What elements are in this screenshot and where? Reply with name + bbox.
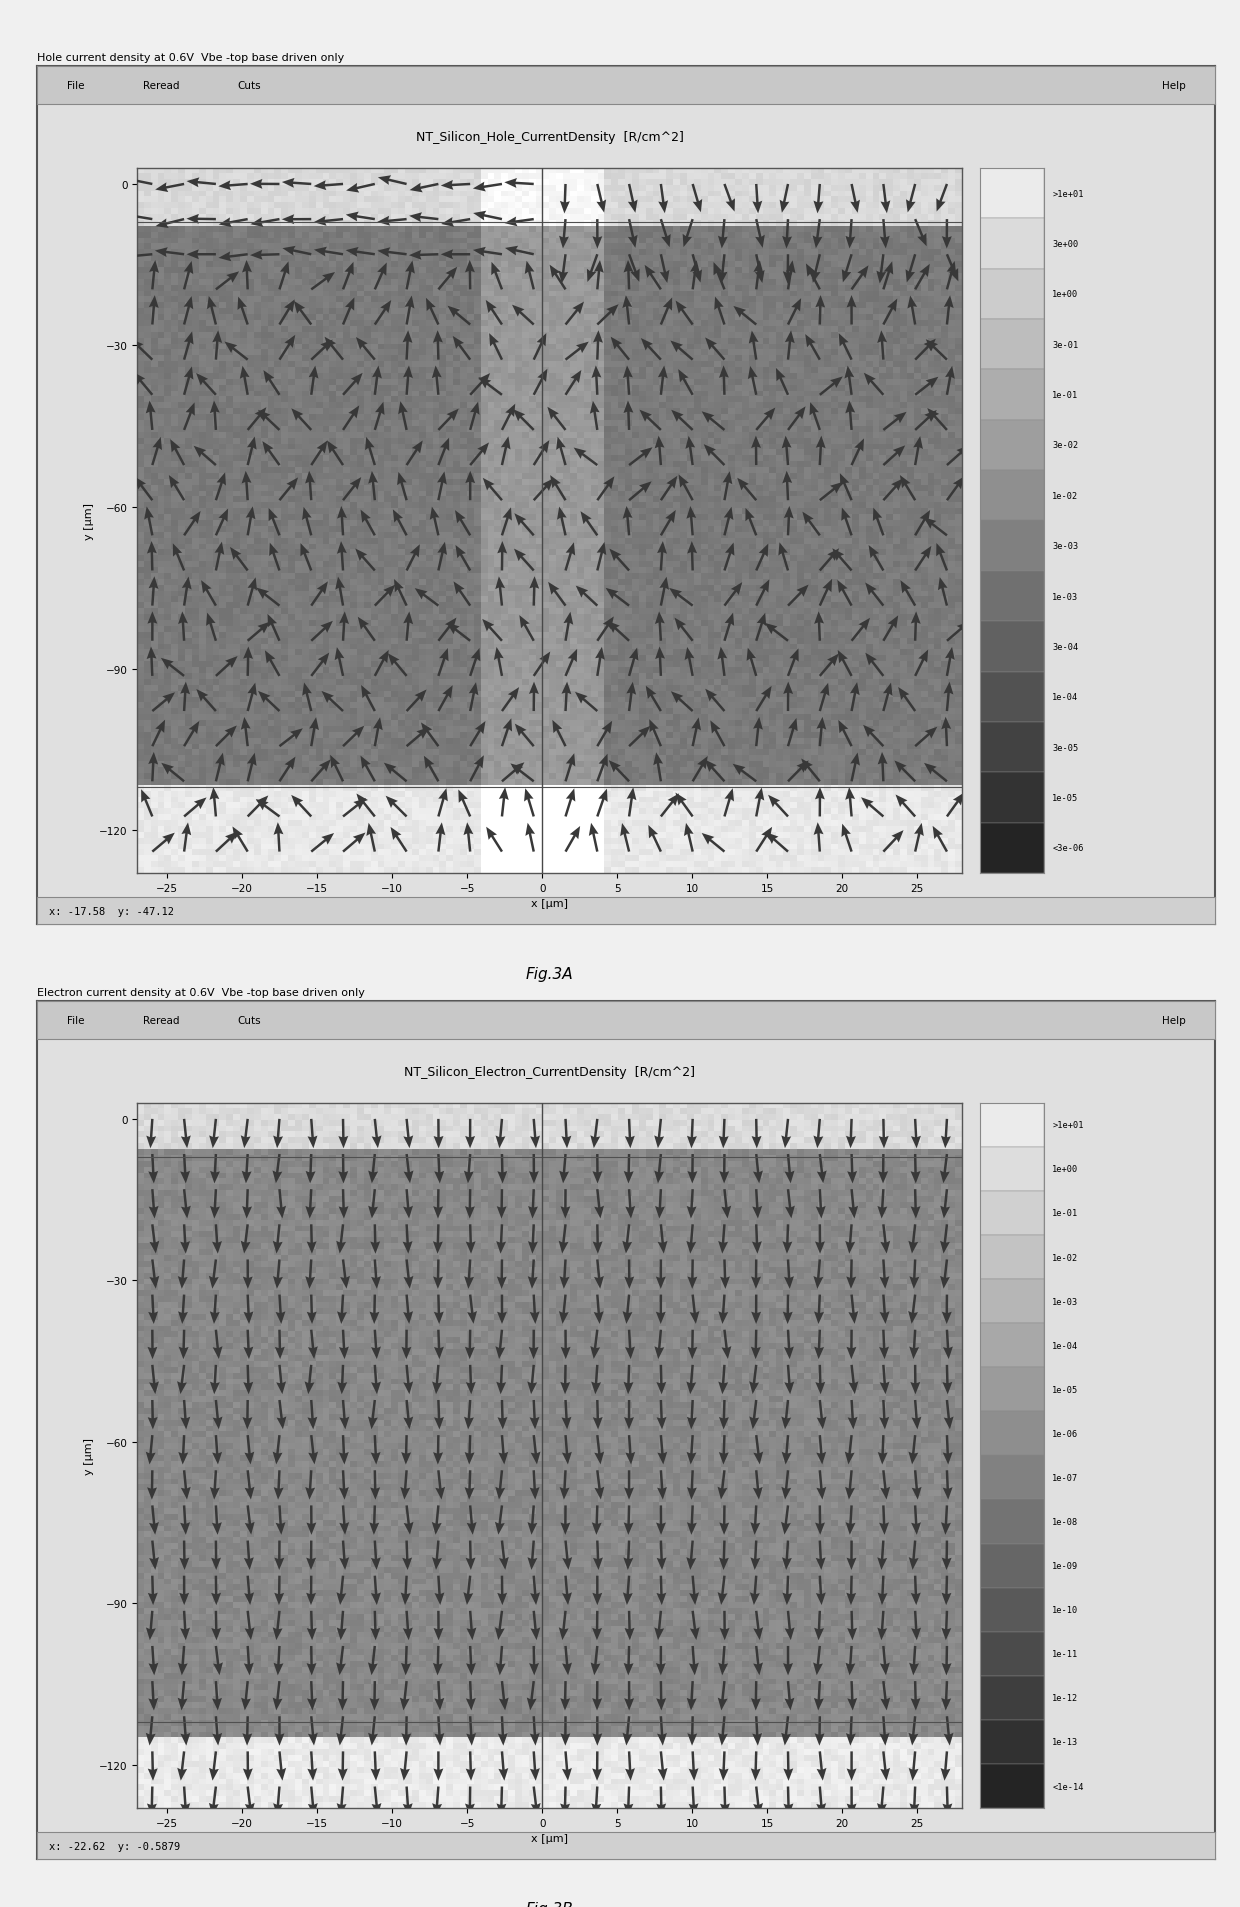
X-axis label: x [μm]: x [μm] [531, 898, 568, 910]
Text: 1e-04: 1e-04 [1053, 1341, 1079, 1350]
Text: Fig.3B: Fig.3B [526, 1901, 574, 1907]
Text: 1e-01: 1e-01 [1053, 1209, 1079, 1219]
Text: 3e+00: 3e+00 [1053, 240, 1079, 248]
Text: <3e-06: <3e-06 [1053, 845, 1084, 852]
Text: 3e-04: 3e-04 [1053, 643, 1079, 652]
Text: 3e-03: 3e-03 [1053, 542, 1079, 551]
Text: >1e+01: >1e+01 [1053, 1121, 1084, 1129]
Text: Fig.3A: Fig.3A [526, 967, 573, 982]
Text: >1e+01: >1e+01 [1053, 189, 1084, 198]
Text: 1e+00: 1e+00 [1053, 1165, 1079, 1173]
Bar [980, 168, 1044, 219]
Text: 3e-01: 3e-01 [1053, 341, 1079, 349]
Text: 1e-06: 1e-06 [1053, 1428, 1079, 1438]
Bar [980, 622, 1044, 673]
Text: Electron current density at 0.6V  Vbe -top base driven only: Electron current density at 0.6V Vbe -to… [37, 988, 365, 997]
Bar [980, 1720, 1044, 1764]
Text: 1e-10: 1e-10 [1053, 1606, 1079, 1615]
Bar [980, 1499, 1044, 1545]
Y-axis label: y [μm]: y [μm] [83, 1438, 93, 1474]
Bar [980, 269, 1044, 320]
Text: NT_Silicon_Electron_CurrentDensity  [R/cm^2]: NT_Silicon_Electron_CurrentDensity [R/cm… [404, 1064, 696, 1077]
Text: 1e-09: 1e-09 [1053, 1562, 1079, 1569]
Text: 1e-05: 1e-05 [1053, 1384, 1079, 1394]
Text: 3e-05: 3e-05 [1053, 744, 1079, 751]
Text: 1e-03: 1e-03 [1053, 1297, 1079, 1306]
Text: 1e-12: 1e-12 [1053, 1693, 1079, 1703]
Text: 1e-13: 1e-13 [1053, 1737, 1079, 1747]
Text: 1e-07: 1e-07 [1053, 1474, 1079, 1482]
Text: File: File [67, 1016, 84, 1026]
Text: Help: Help [1162, 1016, 1185, 1026]
Bar [980, 772, 1044, 824]
X-axis label: x [μm]: x [μm] [531, 1833, 568, 1844]
Bar [980, 219, 1044, 269]
Bar [980, 1411, 1044, 1455]
Text: 1e-01: 1e-01 [1053, 391, 1079, 400]
Bar [980, 1236, 1044, 1280]
Bar [980, 1632, 1044, 1676]
Text: 1e-02: 1e-02 [1053, 1253, 1079, 1262]
Text: x: -22.62  y: -0.5879: x: -22.62 y: -0.5879 [50, 1840, 180, 1850]
Bar [980, 521, 1044, 572]
Bar [980, 420, 1044, 471]
Text: 1e-05: 1e-05 [1053, 793, 1079, 803]
Bar [980, 1280, 1044, 1323]
Text: 1e-11: 1e-11 [1053, 1650, 1079, 1659]
Y-axis label: y [μm]: y [μm] [83, 503, 93, 540]
Text: Hole current density at 0.6V  Vbe -top base driven only: Hole current density at 0.6V Vbe -top ba… [37, 53, 345, 63]
Bar [980, 1676, 1044, 1720]
Bar [980, 1367, 1044, 1411]
Text: NT_Silicon_Hole_CurrentDensity  [R/cm^2]: NT_Silicon_Hole_CurrentDensity [R/cm^2] [415, 130, 683, 143]
Text: x: -17.58  y: -47.12: x: -17.58 y: -47.12 [50, 906, 174, 915]
Bar [980, 1323, 1044, 1367]
Bar [980, 471, 1044, 521]
Bar [980, 320, 1044, 370]
Bar [980, 1455, 1044, 1499]
Bar [980, 824, 1044, 873]
Text: Reread: Reread [144, 1016, 180, 1026]
Bar [980, 572, 1044, 622]
Text: 1e-08: 1e-08 [1053, 1518, 1079, 1526]
Bar [980, 1102, 1044, 1148]
Bar [980, 723, 1044, 772]
Bar [980, 1192, 1044, 1236]
Bar [980, 1764, 1044, 1808]
Bar [980, 1545, 1044, 1589]
Text: <1e-14: <1e-14 [1053, 1781, 1084, 1791]
Text: 1e-02: 1e-02 [1053, 492, 1079, 500]
Text: Help: Help [1162, 82, 1185, 92]
Text: 3e-02: 3e-02 [1053, 441, 1079, 450]
Bar [980, 1589, 1044, 1632]
Text: File: File [67, 82, 84, 92]
Text: Cuts: Cuts [238, 82, 262, 92]
Bar [980, 370, 1044, 420]
Text: Cuts: Cuts [238, 1016, 262, 1026]
Text: Reread: Reread [144, 82, 180, 92]
Text: 1e+00: 1e+00 [1053, 290, 1079, 299]
Bar [980, 1148, 1044, 1192]
Text: 1e-04: 1e-04 [1053, 692, 1079, 702]
Bar [980, 673, 1044, 723]
Text: 1e-03: 1e-03 [1053, 593, 1079, 601]
